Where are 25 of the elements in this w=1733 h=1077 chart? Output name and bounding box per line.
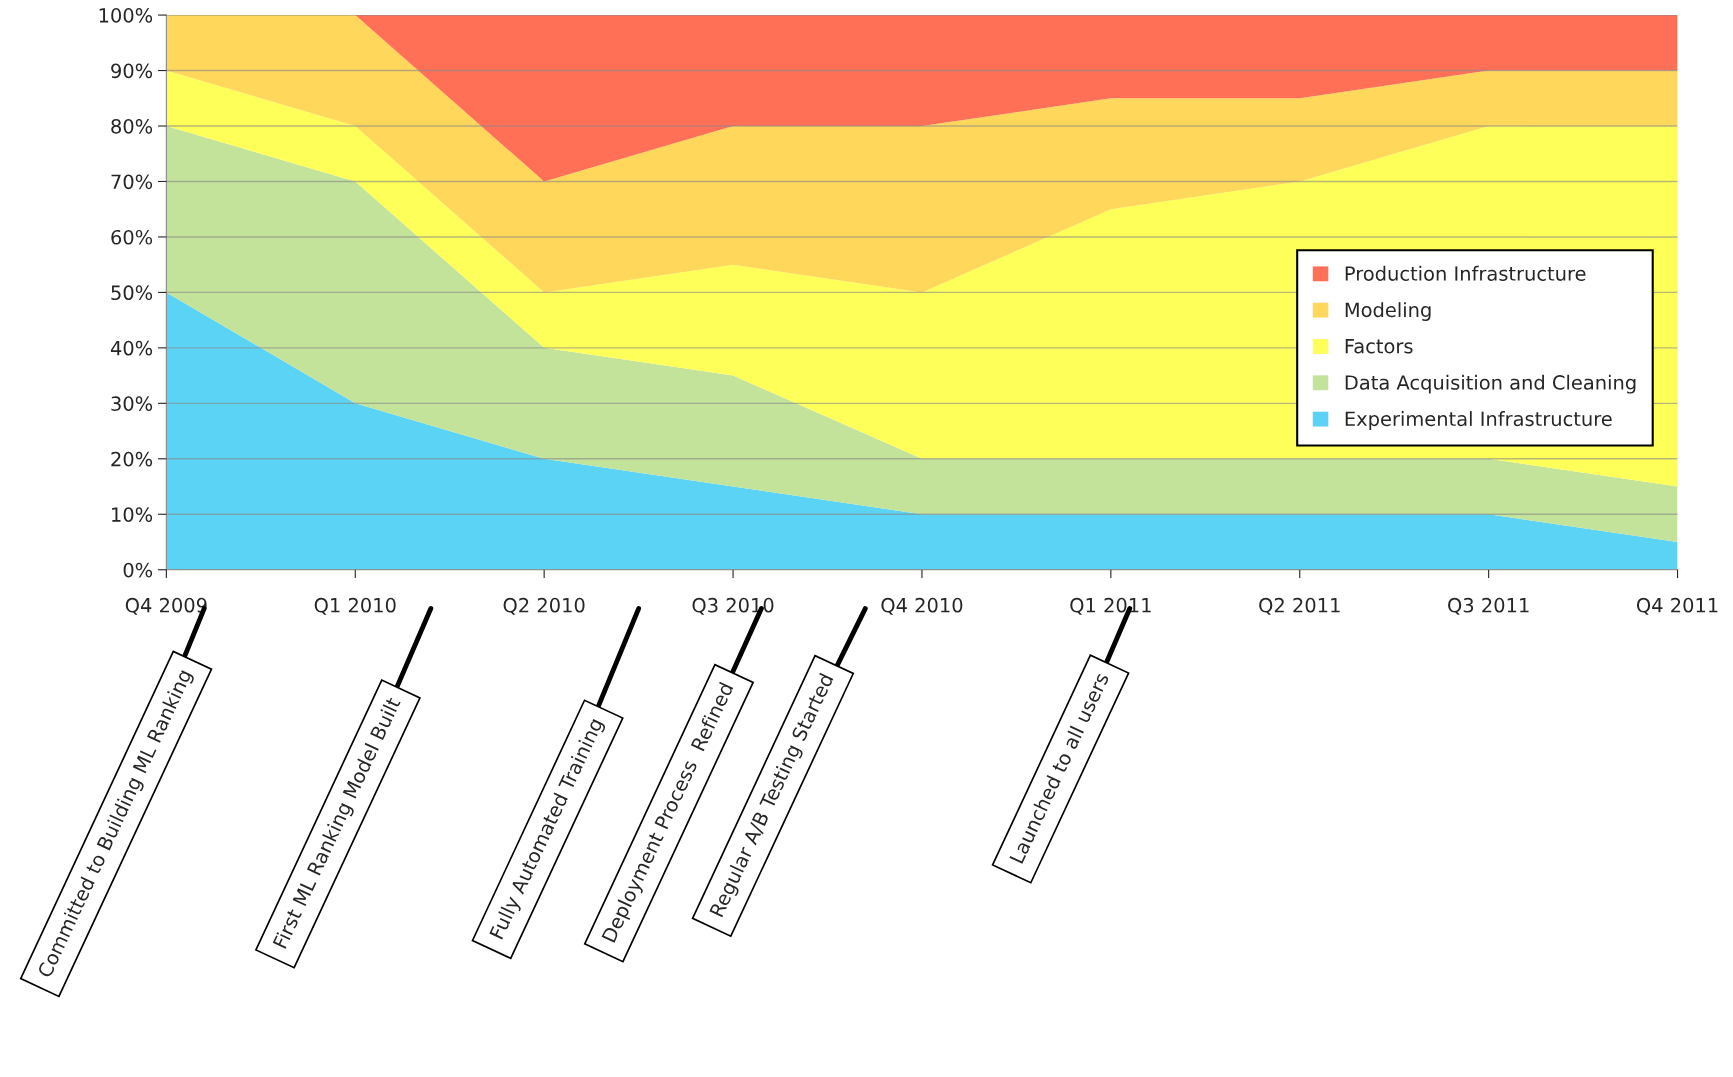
- legend-label: Experimental Infrastructure: [1345, 411, 1612, 430]
- y-tick-label: 20%: [111, 451, 153, 467]
- x-tick-label: Q1 2010: [314, 597, 396, 615]
- legend-label: Production Infrastructure: [1345, 265, 1586, 281]
- x-tick-label: Q2 2010: [503, 597, 585, 615]
- x-tick-label: Q1 2011: [1070, 597, 1151, 615]
- y-tick-label: 30%: [111, 396, 153, 411]
- y-tick-label: 50%: [111, 285, 153, 301]
- x-tick-label: Q4 2010: [881, 597, 963, 615]
- legend-label: Modeling: [1345, 302, 1431, 321]
- x-tick-label: Q3 2010: [692, 597, 774, 615]
- legend-label: Factors: [1345, 339, 1413, 354]
- x-tick-label: Q4 2011: [1636, 597, 1718, 615]
- y-tick-label: 60%: [111, 229, 153, 245]
- legend-label: Data Acquisition and Cleaning: [1345, 374, 1636, 394]
- x-tick-label: Q2 2011: [1259, 597, 1340, 615]
- y-tick-label: 40%: [110, 340, 153, 356]
- y-tick-label: 70%: [111, 174, 153, 190]
- x-tick-label: Q3 2011: [1448, 597, 1529, 615]
- y-tick-label: 80%: [111, 118, 153, 134]
- x-tick-label: Q4 2009: [125, 597, 207, 615]
- y-tick-label: 100%: [99, 8, 153, 23]
- y-tick-label: 10%: [112, 507, 153, 522]
- y-tick-label: 90%: [111, 63, 153, 79]
- y-tick-label: 0%: [123, 562, 153, 578]
